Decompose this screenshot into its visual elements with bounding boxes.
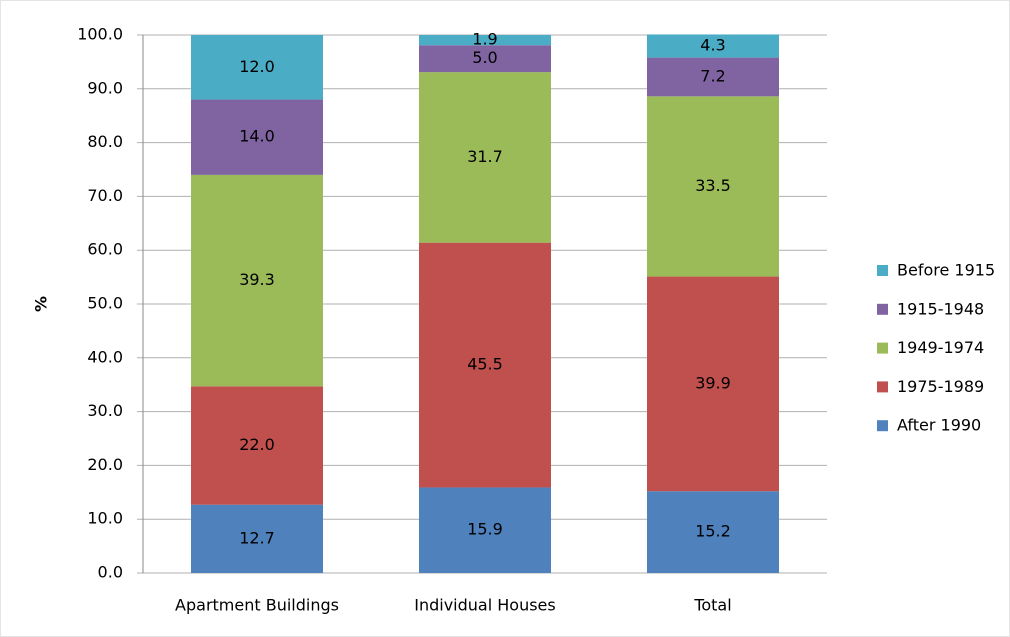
- value-label: 5.0: [472, 48, 497, 67]
- bar-segment: [647, 57, 779, 97]
- legend-label: After 1990: [897, 416, 981, 435]
- y-tick-label: 40.0: [87, 347, 123, 366]
- bar-segment: [419, 72, 551, 243]
- legend-swatch: [877, 381, 888, 393]
- bar-segment: [647, 96, 779, 277]
- value-label: 7.2: [700, 66, 725, 85]
- bar-segment: [647, 491, 779, 573]
- y-tick-label: 50.0: [87, 294, 123, 313]
- value-label: 15.2: [695, 522, 731, 541]
- value-label: 15.9: [467, 520, 503, 539]
- y-tick-label: 10.0: [87, 509, 123, 528]
- y-tick-label: 60.0: [87, 240, 123, 259]
- y-axis-label: %: [32, 296, 51, 312]
- bar-segment: [191, 504, 323, 573]
- legend-swatch: [877, 303, 888, 315]
- value-label: 31.7: [467, 147, 503, 166]
- legend-label: 1949-1974: [897, 338, 984, 357]
- y-tick-label: 90.0: [87, 78, 123, 97]
- y-tick-label: 30.0: [87, 401, 123, 420]
- value-label: 39.3: [239, 270, 275, 289]
- y-tick-label: 100.0: [77, 25, 123, 44]
- legend-swatch: [877, 265, 888, 276]
- value-label: 14.0: [239, 127, 275, 146]
- legend-label: 1975-1989: [897, 377, 984, 396]
- value-label: 45.5: [467, 355, 503, 374]
- bar-segment: [419, 45, 551, 73]
- bar-segment: [419, 242, 551, 488]
- y-tick-label: 0.0: [98, 563, 123, 582]
- x-tick-label: Individual Houses: [414, 596, 555, 615]
- value-label: 12.7: [239, 528, 275, 547]
- value-label: 12.0: [239, 57, 275, 76]
- bar-segment: [419, 487, 551, 573]
- bar-segment: [191, 99, 323, 175]
- bar-segment: [647, 34, 779, 58]
- bar-segment: [419, 35, 551, 46]
- legend-swatch: [877, 342, 888, 354]
- value-label: 39.9: [695, 373, 731, 392]
- bar-segment: [191, 35, 323, 100]
- bar-segment: [647, 276, 779, 492]
- x-tick-label: Apartment Buildings: [175, 596, 339, 615]
- legend-swatch: [877, 420, 888, 432]
- y-tick-label: 20.0: [87, 455, 123, 474]
- value-label: 4.3: [700, 36, 725, 55]
- y-tick-label: 80.0: [87, 132, 123, 151]
- legend-label: Before 1915: [897, 261, 995, 280]
- bar-segment: [191, 174, 323, 387]
- value-label: 33.5: [695, 176, 731, 195]
- legend-label: 1915-1948: [897, 299, 984, 318]
- y-tick-label: 70.0: [87, 186, 123, 205]
- bar-segment: [191, 386, 323, 505]
- value-label: 22.0: [239, 435, 275, 454]
- x-tick-label: Total: [693, 596, 731, 615]
- value-label: 1.9: [472, 30, 497, 49]
